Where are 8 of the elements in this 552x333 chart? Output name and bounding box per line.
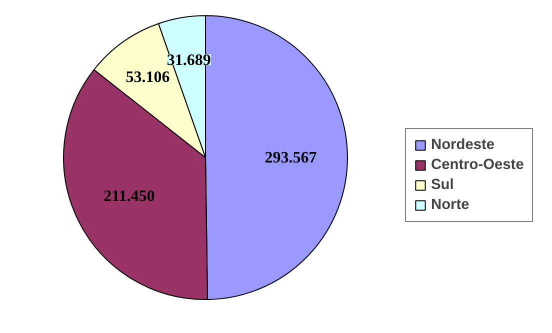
data-label: 293.567: [264, 149, 317, 166]
data-label: 211.450: [104, 188, 155, 205]
data-label: 31.689: [166, 52, 211, 70]
legend-label: Centro-Oeste: [431, 157, 524, 173]
legend-label: Nordeste: [431, 137, 495, 153]
legend-label: Sul: [431, 177, 454, 193]
data-label: 53.106: [126, 69, 170, 86]
legend-label: Norte: [431, 197, 470, 213]
